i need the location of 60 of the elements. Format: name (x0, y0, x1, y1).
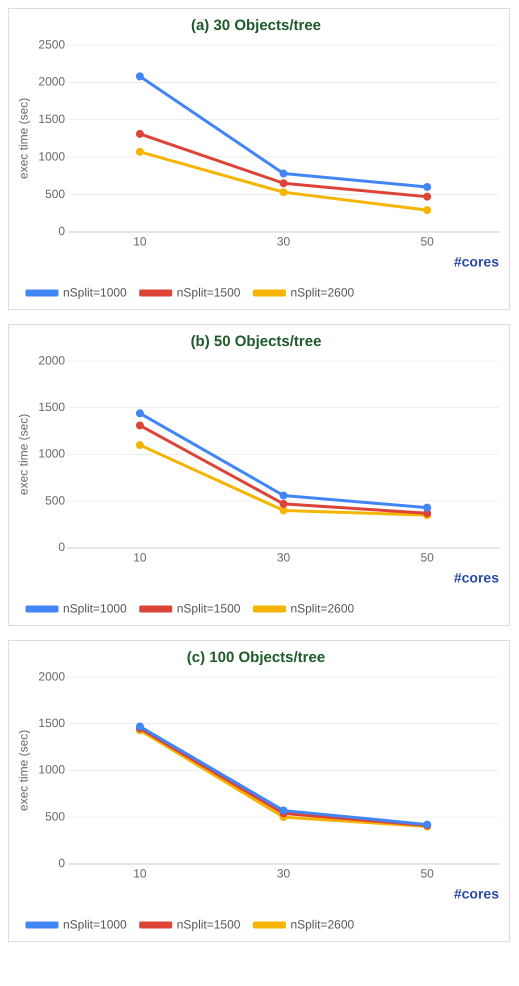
y-tick-label: 1500 (38, 400, 66, 414)
x-axis-title: #cores (454, 885, 500, 902)
y-axis-title: exec time (sec) (16, 98, 31, 180)
y-tick-label: 500 (45, 809, 66, 824)
x-tick-label: 30 (276, 234, 291, 248)
y-axis-title: exec time (sec) (16, 414, 31, 496)
legend-label: nSplit=2600 (290, 601, 354, 616)
point (423, 182, 432, 191)
x-tick-label: 10 (133, 866, 147, 880)
legend-label: nSplit=2600 (290, 285, 354, 300)
x-tick-label: 30 (276, 550, 291, 564)
x-tick-label: 50 (420, 550, 434, 564)
chart-title: (a) 30 Objects/tree (190, 17, 322, 34)
x-tick-label: 50 (420, 866, 434, 880)
legend-label: nSplit=1000 (63, 285, 128, 300)
point (423, 192, 432, 201)
legend-label: nSplit=1500 (176, 917, 241, 932)
point (136, 441, 144, 450)
y-tick-label: 500 (45, 186, 66, 201)
legend-label: nSplit=1500 (176, 285, 241, 300)
point (423, 504, 432, 512)
y-tick-label: 0 (58, 856, 66, 870)
legend-label: nSplit=2600 (290, 917, 354, 932)
legend-label: nSplit=1500 (176, 601, 241, 616)
y-tick-label: 2000 (38, 353, 66, 368)
point (136, 409, 144, 418)
y-tick-label: 1500 (38, 112, 66, 126)
point (136, 130, 144, 138)
legend-label: nSplit=1000 (63, 601, 128, 616)
x-axis-title: #cores (454, 253, 500, 270)
y-tick-label: 500 (45, 493, 66, 508)
x-tick-label: 30 (276, 866, 291, 880)
point (280, 506, 288, 514)
y-axis-title: exec time (sec) (16, 730, 31, 812)
chart-title: (b) 50 Objects/tree (190, 333, 322, 350)
point (136, 72, 144, 80)
x-tick-label: 10 (133, 234, 147, 248)
point (280, 188, 288, 196)
point (280, 500, 288, 508)
y-tick-label: 1500 (38, 716, 66, 730)
y-tick-label: 1000 (38, 446, 66, 461)
point (280, 179, 288, 188)
y-tick-label: 0 (58, 224, 66, 238)
point (280, 806, 288, 815)
y-tick-label: 0 (58, 540, 66, 554)
x-tick-label: 10 (133, 550, 147, 564)
y-tick-label: 1000 (38, 149, 66, 164)
chart-title: (c) 100 Objects/tree (186, 649, 326, 666)
point (280, 170, 288, 178)
y-tick-label: 2000 (38, 669, 66, 684)
point (423, 206, 432, 214)
y-tick-label: 1000 (38, 762, 66, 777)
y-tick-label: 2000 (38, 74, 66, 89)
y-tick-label: 2500 (38, 37, 66, 52)
x-tick-label: 50 (420, 234, 434, 248)
legend-label: nSplit=1000 (63, 917, 128, 932)
point (136, 421, 144, 430)
point (280, 491, 288, 500)
x-axis-title: #cores (454, 569, 500, 586)
point (136, 148, 144, 156)
